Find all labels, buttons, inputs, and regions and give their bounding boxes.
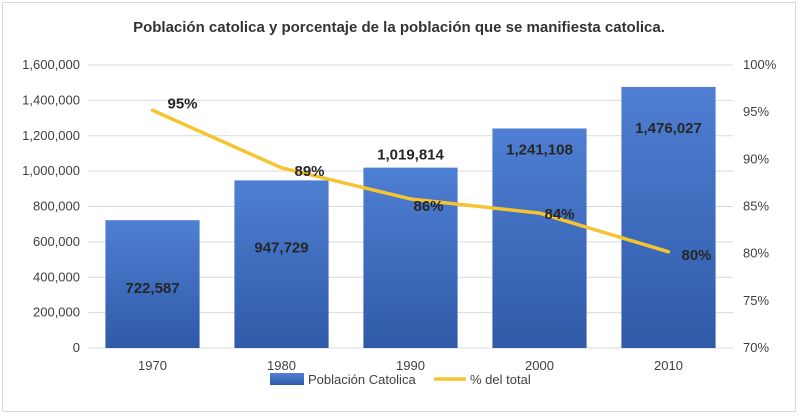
- line-data-label: 80%: [681, 247, 711, 264]
- legend: Población Catolica % del total: [270, 372, 531, 387]
- right-tick-label: 100%: [743, 57, 777, 72]
- line-data-label: 84%: [544, 206, 574, 223]
- bar: [363, 167, 458, 348]
- right-tick-label: 75%: [743, 293, 769, 308]
- left-tick-label: 0: [73, 340, 80, 355]
- bar-data-label: 947,729: [254, 239, 308, 256]
- right-tick-label: 70%: [743, 340, 769, 355]
- left-tick-label: 800,000: [33, 199, 80, 214]
- chart-title: Población catolica y porcentaje de la po…: [133, 19, 665, 36]
- left-tick-label: 600,000: [33, 234, 80, 249]
- left-tick-label: 1,600,000: [22, 57, 80, 72]
- line-series: [150, 108, 671, 254]
- bar: [621, 86, 716, 348]
- bar-data-label: 1,476,027: [635, 120, 702, 137]
- x-axis-ticks: 1970 1980 1990 2000 2010: [138, 358, 683, 373]
- percent-line: [150, 108, 671, 254]
- chart-frame: [2, 2, 796, 412]
- bar-series: [105, 86, 716, 348]
- line-data-label: 89%: [294, 163, 324, 180]
- line-data-label: 95%: [167, 95, 197, 112]
- left-tick-label: 1,000,000: [22, 163, 80, 178]
- bar-data-label: 1,241,108: [506, 141, 573, 158]
- left-tick-label: 200,000: [33, 305, 80, 320]
- right-tick-label: 90%: [743, 151, 769, 166]
- bar-data-labels: 722,587 947,729 1,019,814 1,241,108 1,476,02…: [125, 120, 701, 297]
- bar: [492, 128, 587, 348]
- left-tick-label: 1,200,000: [22, 128, 80, 143]
- right-axis-ticks: 70% 75% 80% 85% 90% 95% 100%: [743, 57, 777, 355]
- line-data-label: 86%: [413, 198, 443, 215]
- bar-data-label: 722,587: [125, 280, 179, 297]
- x-tick-label: 2000: [525, 358, 554, 373]
- right-tick-label: 95%: [743, 104, 769, 119]
- left-tick-label: 400,000: [33, 269, 80, 284]
- legend-swatch-bar: [270, 373, 304, 385]
- x-tick-label: 1980: [267, 358, 296, 373]
- x-tick-label: 1970: [138, 358, 167, 373]
- line-data-labels: 95% 89% 86% 84% 80%: [167, 95, 711, 264]
- right-tick-label: 80%: [743, 246, 769, 261]
- left-tick-label: 1,400,000: [22, 92, 80, 107]
- x-tick-label: 2010: [654, 358, 683, 373]
- left-axis-ticks: 0 200,000 400,000 600,000 800,000 1,000,000 1,…: [22, 57, 80, 355]
- x-tick-label: 1990: [396, 358, 425, 373]
- legend-label-bar: Población Catolica: [308, 372, 416, 387]
- bar-data-label: 1,019,814: [377, 147, 444, 164]
- legend-label-line: % del total: [470, 372, 531, 387]
- right-tick-label: 85%: [743, 199, 769, 214]
- bar: [234, 180, 329, 348]
- bar: [105, 220, 200, 348]
